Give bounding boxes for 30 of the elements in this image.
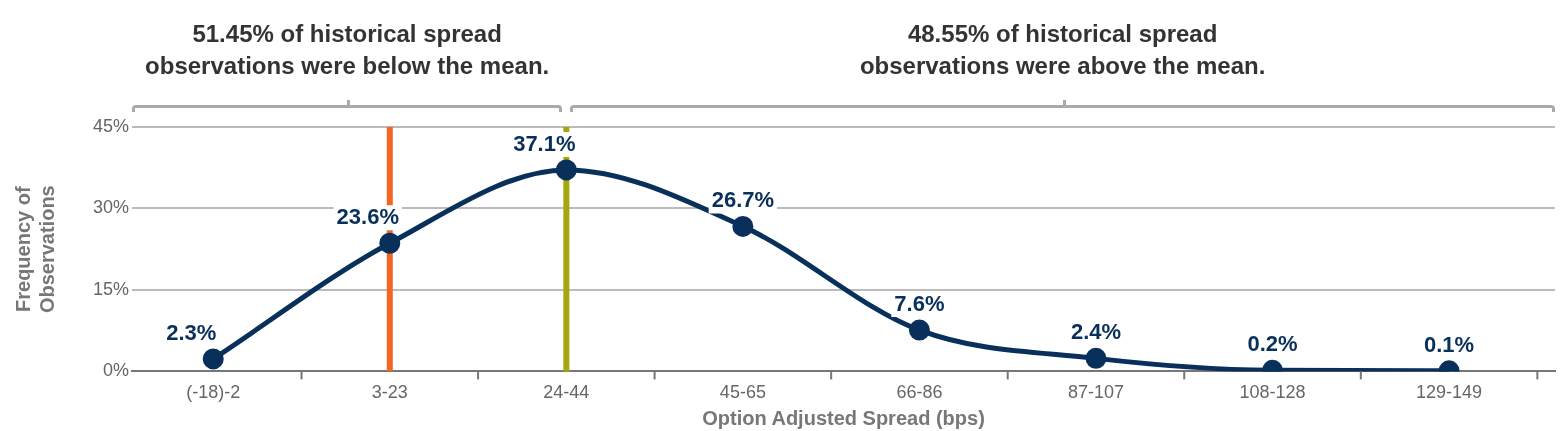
text: 48.55% of historical spread observations were above the mean. [858, 19, 1267, 81]
data-label: 37.1% [513, 130, 576, 156]
y-tick-label: 45% [93, 115, 130, 136]
data-label: 0.1% [1423, 331, 1475, 357]
text: 51.45% of historical spread observations were below the mean. [144, 19, 551, 81]
x-tick-label: 129-149 [1416, 382, 1483, 403]
point [1085, 347, 1107, 369]
data-label: 26.7% [711, 187, 775, 213]
x-tick-label: 3-23 [371, 382, 408, 403]
x-tick-label: 24-44 [543, 382, 590, 403]
data-label: 0.2% [1247, 331, 1298, 357]
x-tick-label: 87-107 [1067, 382, 1125, 403]
point [202, 348, 224, 370]
point [908, 319, 930, 341]
x-axis-title: Option Adjusted Spread (bps) [702, 406, 985, 429]
x-tick-label: 45-65 [719, 382, 766, 403]
y-tick-label: 15% [93, 278, 130, 299]
data-label: 23.6% [336, 204, 399, 230]
y-tick-label: 0% [103, 360, 130, 381]
point [379, 232, 401, 254]
data-label: 7.6% [894, 291, 945, 317]
x-tick-label: (-18)-2 [186, 382, 241, 403]
data-label: 2.3% [166, 319, 217, 345]
y-tick-label: 30% [93, 197, 130, 218]
point [555, 159, 577, 181]
x-tick-label: 108-128 [1239, 382, 1306, 403]
data-label: 2.4% [1070, 319, 1122, 345]
y-axis-title: Frequency of Observations [11, 185, 58, 314]
x-tick-label: 66-86 [896, 382, 943, 403]
point [732, 215, 754, 237]
